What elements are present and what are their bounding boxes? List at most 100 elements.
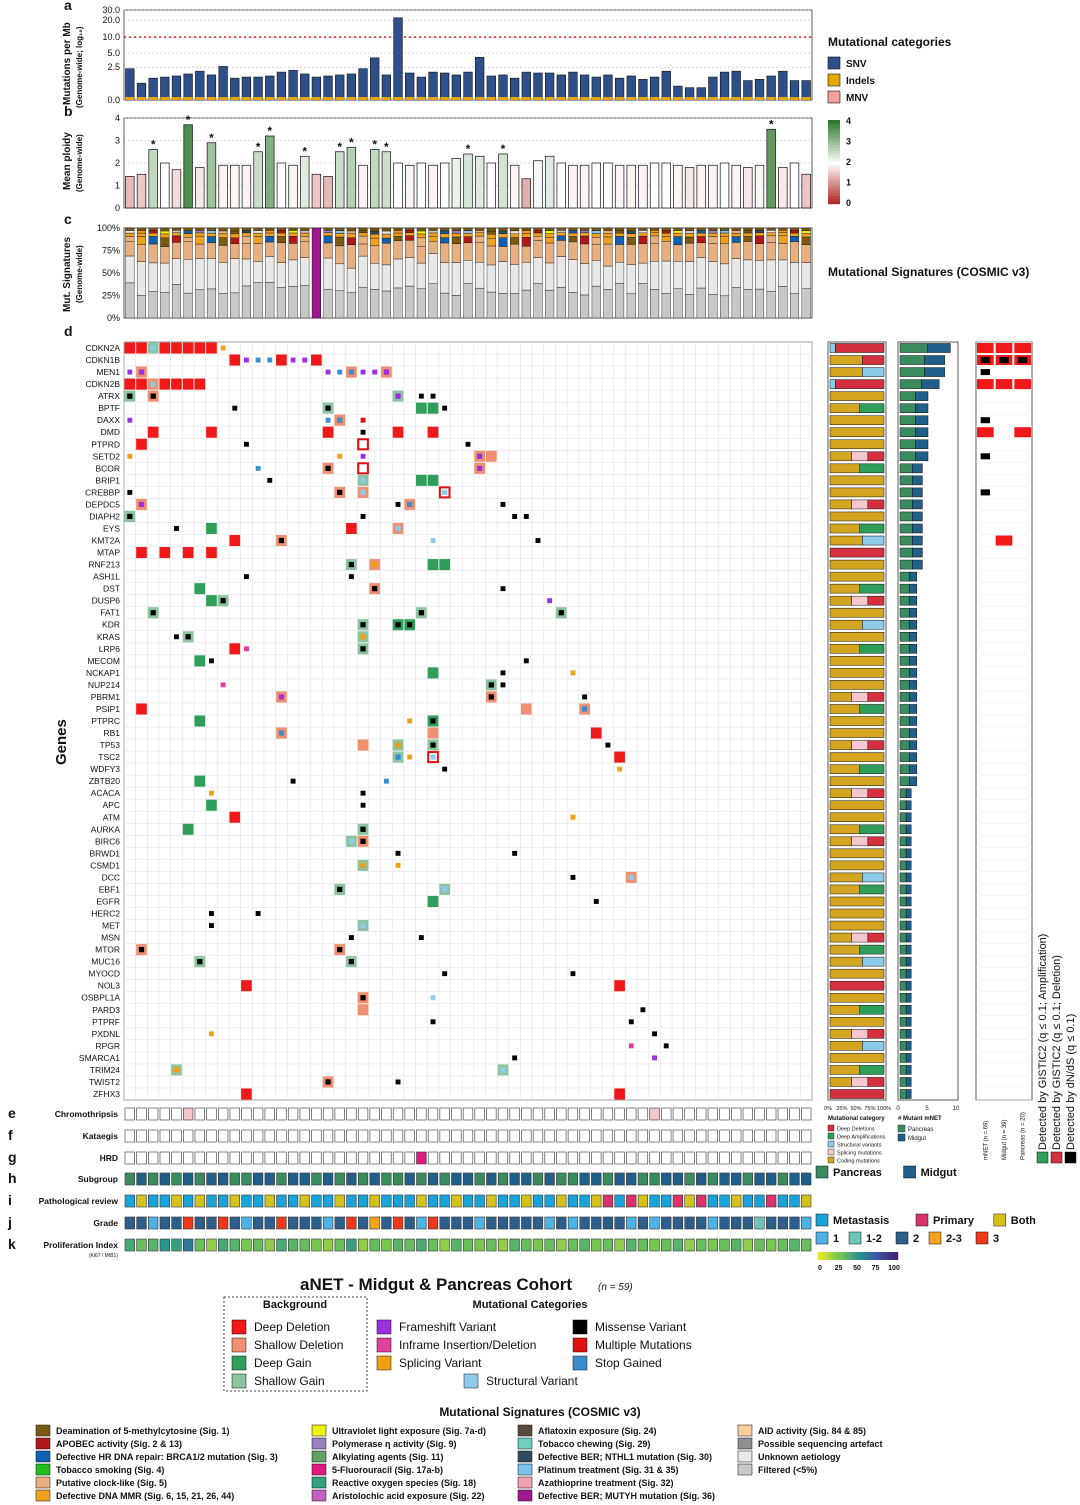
- panel-b-bar: [230, 164, 240, 209]
- subgroup-cell: [264, 1172, 275, 1186]
- panel-c-segment: [731, 230, 741, 234]
- panel-c-segment: [720, 243, 730, 265]
- panel-c-segment: [253, 261, 263, 283]
- count-bar-pancreas: [899, 992, 907, 1003]
- prolif-cell: [789, 1238, 800, 1252]
- prolif-cell: [602, 1238, 614, 1252]
- panel-a-bar: [195, 70, 205, 101]
- gene-label: HERC2: [91, 909, 120, 919]
- panel-c-segment: [521, 233, 531, 238]
- prolif-cell: [731, 1238, 742, 1252]
- prolif-gradient-step: [844, 1252, 847, 1260]
- subgroup-cell: [183, 1172, 194, 1186]
- chromothripsis-cell: [801, 1107, 812, 1121]
- prolif-cell: [171, 1238, 182, 1252]
- panel-a-bar: [381, 74, 392, 101]
- signature-legend-label: Reactive oxygen species (Sig. 18): [332, 1478, 476, 1488]
- count-bar-pancreas: [899, 812, 907, 823]
- category-bar-segment: [829, 668, 885, 678]
- panel-c-segment: [276, 236, 286, 243]
- kataegis-cell: [742, 1129, 753, 1143]
- hrd-cell: [742, 1151, 753, 1165]
- prolif-cell: [276, 1238, 287, 1252]
- oncoplot-mutation-mark: [488, 682, 494, 688]
- mut-cat-swatch: [827, 73, 841, 87]
- oncoplot-mutation-mark: [150, 345, 156, 351]
- review-cell: [439, 1194, 450, 1208]
- panel-c-segment: [206, 242, 216, 259]
- oncoplot-mutation-mark: [360, 489, 366, 496]
- oncoplot-mutation-mark: [570, 670, 576, 676]
- count-bar-midgut: [905, 1053, 912, 1063]
- grade-cell: [369, 1216, 380, 1230]
- panel-c-segment: [183, 227, 193, 231]
- subgroup-cell: [532, 1172, 544, 1186]
- panel-b-significance-star: *: [769, 117, 774, 131]
- panel-a-indel-bar: [405, 97, 415, 100]
- kataegis-cell: [369, 1129, 380, 1143]
- gene-label: ZBTB20: [89, 776, 120, 786]
- count-bar-pancreas: [899, 836, 907, 847]
- grade-cell: [217, 1216, 229, 1230]
- panel-c-segment: [405, 257, 415, 287]
- prolif-cell: [369, 1238, 380, 1252]
- panel-a-indel-bar: [148, 97, 158, 100]
- panel-c-segment: [253, 282, 263, 319]
- gene-label: DMD: [101, 427, 120, 437]
- review-cell: [264, 1194, 275, 1208]
- grade-cell: [381, 1216, 392, 1230]
- review-cell: [241, 1194, 252, 1208]
- oncoplot-background-cell: [206, 547, 217, 559]
- kataegis-cell: [474, 1129, 485, 1143]
- panel-c-segment: [638, 230, 648, 234]
- prolif-tick: 100: [888, 1265, 900, 1272]
- panel-b-ylabel: Mean ploidy (Genome-wide): [62, 132, 84, 192]
- oncoplot-background-cell: [171, 342, 182, 354]
- panel-a-indel-bar: [288, 97, 298, 100]
- subgroup-cell: [602, 1172, 614, 1186]
- panel-c-segment: [603, 236, 613, 245]
- category-legend-swatch: [827, 1148, 835, 1156]
- signature-legend-label: Defective BER; MUTYH mutation (Sig. 36): [538, 1491, 715, 1501]
- count-bar-midgut: [921, 379, 940, 389]
- count-bar-pancreas: [899, 728, 910, 738]
- oncoplot-background-cell: [136, 342, 147, 354]
- panel-c-segment: [463, 233, 473, 237]
- background-legend-box: [223, 1296, 368, 1392]
- count-bar-pancreas: [899, 776, 910, 786]
- hrd-cell: [264, 1151, 275, 1165]
- chromothripsis-cell: [124, 1107, 135, 1121]
- subgroup-cell: [801, 1172, 812, 1186]
- grade-cell: [194, 1216, 205, 1230]
- category-bar-segment: [829, 595, 852, 606]
- panel-c-segment: [533, 232, 543, 237]
- oncoplot-mutation-mark: [500, 501, 506, 507]
- subgroup-cell: [591, 1172, 602, 1186]
- gene-label: PXDNL: [92, 1029, 121, 1039]
- hrd-cell: [322, 1151, 334, 1165]
- category-bar-segment: [829, 571, 885, 582]
- track-legend-label: 2-3: [946, 1233, 962, 1245]
- panel-c-segment: [148, 232, 158, 237]
- subgroup-cell: [171, 1172, 182, 1186]
- panel-b-significance-star: *: [267, 124, 272, 138]
- kataegis-cell: [462, 1129, 474, 1143]
- panel-c-segment: [440, 242, 450, 263]
- panel-c-segment: [766, 227, 776, 231]
- oncoplot-mutation-mark: [407, 622, 413, 628]
- panel-c-segment: [661, 293, 671, 319]
- grade-cell: [439, 1216, 450, 1230]
- panel-c-segment: [789, 241, 800, 263]
- panel-b-bar: [416, 162, 427, 209]
- panel-c-segment: [743, 241, 753, 261]
- prolif-gradient-step: [864, 1252, 867, 1260]
- count-bar-pancreas: [899, 1017, 907, 1027]
- panel-d-frame: [123, 341, 813, 1101]
- track-legend-label: 3: [993, 1233, 999, 1245]
- grade-cell: [556, 1216, 567, 1230]
- panel-c-segment: [720, 230, 730, 234]
- panel-a-bar: [276, 71, 287, 101]
- panel-c-segment: [789, 227, 800, 231]
- grade-cell: [696, 1216, 707, 1230]
